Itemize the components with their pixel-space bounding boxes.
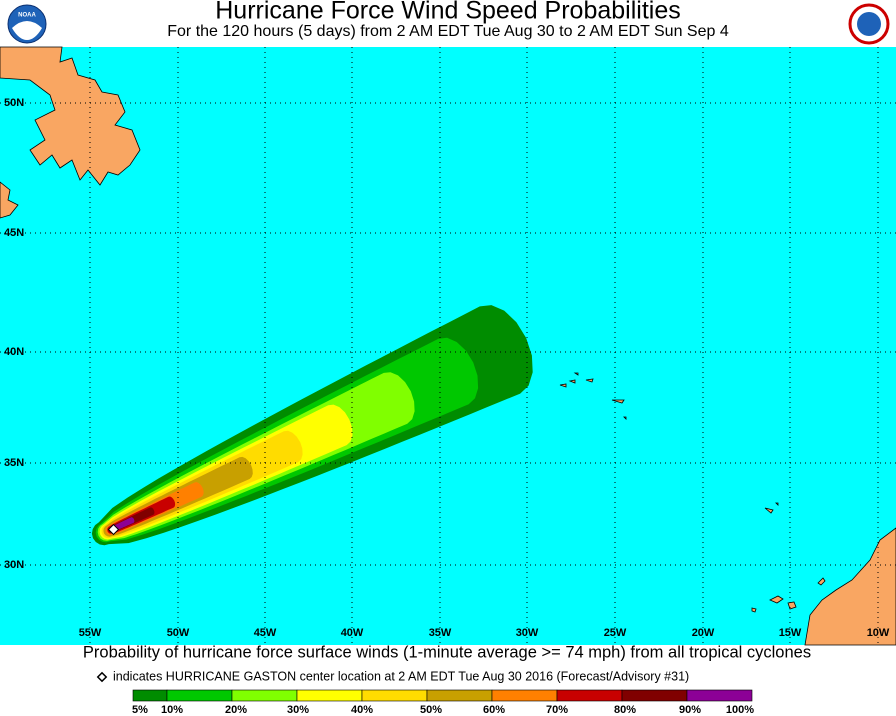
legend-label: 30% bbox=[287, 704, 309, 716]
storm-center bbox=[107, 523, 120, 536]
probability-swath bbox=[91, 305, 533, 546]
legend: 5% 10% 20% 30% 40% 50% 60% 70% 80% 90% 100% bbox=[132, 689, 754, 716]
lon-label: 55W bbox=[79, 627, 102, 639]
lon-label: 50W bbox=[167, 627, 190, 639]
legend-label: 40% bbox=[351, 704, 373, 716]
lon-label: 10W bbox=[867, 627, 890, 639]
legend-swatch bbox=[166, 689, 233, 702]
legend-label: 5% bbox=[132, 704, 148, 716]
legend-swatch bbox=[231, 689, 298, 702]
legend-swatch bbox=[132, 689, 168, 702]
grid-labels: 50N 45N 40N 35N 30N 55W 50W 45W 40W 35W 30W 25W 20W 1… bbox=[4, 97, 890, 639]
lat-label: 35N bbox=[4, 457, 24, 469]
legend-label: 90% bbox=[679, 704, 701, 716]
legend-label: 50% bbox=[420, 704, 442, 716]
legend-diamond bbox=[96, 671, 108, 683]
noaa-logo-bird bbox=[12, 21, 42, 40]
legend-label: 10% bbox=[161, 704, 183, 716]
legend-label: 100% bbox=[726, 704, 754, 716]
legend-swatch bbox=[361, 689, 428, 702]
lat-label: 50N bbox=[4, 97, 24, 109]
note: indicates HURRICANE GASTON center locati… bbox=[113, 669, 689, 683]
legend-swatch bbox=[621, 689, 688, 702]
lon-label: 40W bbox=[341, 627, 364, 639]
lat-label: 30N bbox=[4, 559, 24, 571]
legend-label: 80% bbox=[614, 704, 636, 716]
legend-swatch bbox=[686, 689, 753, 702]
title: Hurricane Force Wind Speed Probabilities bbox=[215, 0, 681, 25]
legend-swatch bbox=[426, 689, 493, 702]
lon-label: 25W bbox=[604, 627, 627, 639]
lat-label: 40N bbox=[4, 346, 24, 358]
caption: Probability of hurricane force surface w… bbox=[83, 643, 811, 661]
legend-label: 70% bbox=[546, 704, 568, 716]
lat-label: 45N bbox=[4, 227, 24, 239]
legend-label: 60% bbox=[483, 704, 505, 716]
nws-logo-center bbox=[857, 12, 881, 36]
lon-label: 30W bbox=[516, 627, 539, 639]
lon-label: 45W bbox=[254, 627, 277, 639]
lon-label: 20W bbox=[692, 627, 715, 639]
legend-swatch bbox=[491, 689, 558, 702]
lon-label: 35W bbox=[429, 627, 452, 639]
legend-swatch bbox=[556, 689, 623, 702]
legend-swatch bbox=[296, 689, 363, 702]
subtitle: For the 120 hours (5 days) from 2 AM EDT… bbox=[167, 23, 729, 40]
lon-label: 15W bbox=[779, 627, 802, 639]
azores bbox=[559, 372, 779, 514]
legend-label: 20% bbox=[225, 704, 247, 716]
logo-text: NOAA bbox=[18, 13, 36, 19]
